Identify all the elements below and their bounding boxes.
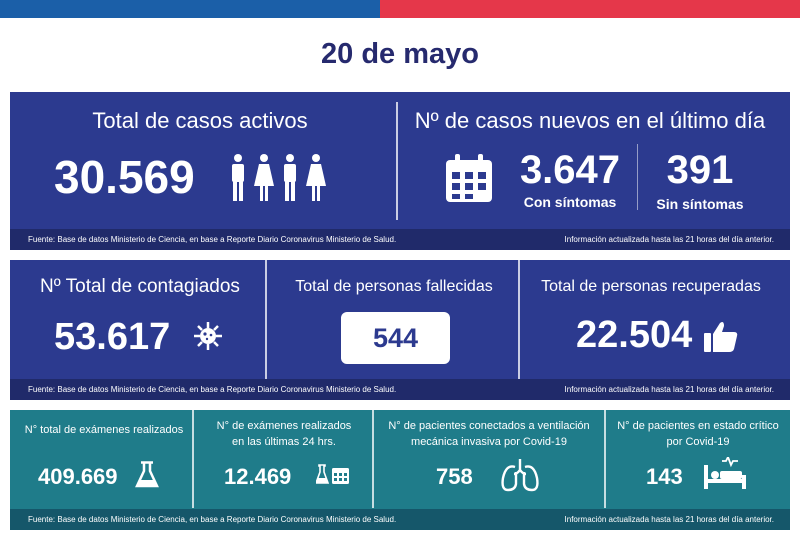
update-note: Información actualizada hasta las 21 hor… <box>564 385 774 394</box>
update-note: Información actualizada hasta las 21 hor… <box>564 515 774 524</box>
recovered-value: 22.504 <box>576 314 693 356</box>
deaths-value: 544 <box>372 323 419 353</box>
divider <box>396 102 398 220</box>
row-active-new-cases: Total de casos activos 30.569 Nº de caso… <box>10 92 790 250</box>
total-tests-value: 409.669 <box>38 464 118 489</box>
divider <box>518 260 520 379</box>
critical-value: 143 <box>646 464 683 489</box>
divider <box>637 144 638 210</box>
tests-24h-title-line2: en las últimas 24 hrs. <box>232 436 336 448</box>
flask-icon <box>135 461 159 489</box>
thumbs-up-icon <box>704 320 738 352</box>
people-icon <box>228 154 330 202</box>
total-infected-title: Nº Total de contagiados <box>40 276 240 297</box>
update-note: Información actualizada hasta las 21 hor… <box>564 235 774 244</box>
flag-stripe-blue <box>0 0 380 18</box>
hospital-bed-icon <box>704 457 746 489</box>
asymptomatic-value: 391 <box>666 148 734 192</box>
symptomatic-value: 3.647 <box>519 148 621 192</box>
source-note: Fuente: Base de datos Ministerio de Cien… <box>28 235 397 244</box>
source-footer: Fuente: Base de datos Ministerio de Cien… <box>10 509 790 530</box>
ventilation-title-line2: mecánica invasiva por Covid-19 <box>411 436 567 448</box>
source-note: Fuente: Base de datos Ministerio de Cien… <box>28 385 397 394</box>
new-cases-title: Nº de casos nuevos en el último día <box>414 108 766 133</box>
active-cases-title: Total de casos activos <box>92 108 308 133</box>
row-tests-patients: N° total de exámenes realizados 409.669 … <box>10 410 790 530</box>
total-infected-value: 53.617 <box>54 316 171 358</box>
critical-title-line1: N° de pacientes en estado crítico <box>617 420 779 432</box>
symptomatic-label: Con síntomas <box>523 194 617 210</box>
deaths-value-box: 544 <box>341 312 450 364</box>
divider <box>604 410 606 508</box>
calendar-icon <box>446 154 492 202</box>
source-footer: Fuente: Base de datos Ministerio de Cien… <box>10 379 790 400</box>
deaths-title: Total de personas fallecidas <box>295 278 493 295</box>
recovered-title: Total de personas recuperadas <box>541 278 761 295</box>
tests-24h-title-line1: N° de exámenes realizados <box>216 420 352 432</box>
flask-calendar-icon <box>316 464 350 486</box>
ventilation-value: 758 <box>436 464 473 489</box>
flag-stripe-red <box>380 0 800 18</box>
active-cases-value: 30.569 <box>54 151 195 203</box>
total-tests-title: N° total de exámenes realizados <box>24 424 184 436</box>
virus-icon <box>192 320 224 352</box>
source-note: Fuente: Base de datos Ministerio de Cien… <box>28 515 397 524</box>
lungs-icon <box>500 458 540 492</box>
ventilation-title-line1: N° de pacientes conectados a ventilación <box>388 420 590 432</box>
row-totals: Nº Total de contagiados 53.617 Total de … <box>10 260 790 400</box>
divider <box>372 410 374 508</box>
asymptomatic-label: Sin síntomas <box>656 196 744 212</box>
divider <box>265 260 267 379</box>
critical-title-line2: por Covid-19 <box>666 436 730 448</box>
divider <box>192 410 194 508</box>
report-date: 20 de mayo <box>321 38 479 70</box>
source-footer: Fuente: Base de datos Ministerio de Cien… <box>10 229 790 250</box>
tests-24h-value: 12.469 <box>224 464 292 489</box>
